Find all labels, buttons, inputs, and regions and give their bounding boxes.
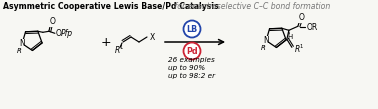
Text: Asymmetric Cooperative Lewis Base/Pd Catalysis: Asymmetric Cooperative Lewis Base/Pd Cat… <box>3 2 219 11</box>
Text: LB: LB <box>186 25 198 33</box>
Text: N: N <box>19 39 25 48</box>
Text: O: O <box>56 29 62 38</box>
Text: R$^{1}$: R$^{1}$ <box>294 43 304 55</box>
Text: up to 90%: up to 90% <box>168 65 205 71</box>
Text: X: X <box>150 32 155 42</box>
Text: R: R <box>17 48 22 54</box>
Text: R: R <box>261 45 266 51</box>
Text: Pd: Pd <box>186 47 198 55</box>
Text: O: O <box>299 13 304 22</box>
Text: O: O <box>50 17 55 26</box>
Text: up to 98:2 er: up to 98:2 er <box>168 73 215 79</box>
Circle shape <box>183 43 200 60</box>
Text: +: + <box>101 36 111 49</box>
Text: H: H <box>287 34 293 40</box>
Text: Pfp: Pfp <box>60 29 73 38</box>
Text: 26 examples: 26 examples <box>168 57 215 63</box>
Text: for enantioselective C–C bond formation: for enantioselective C–C bond formation <box>172 2 330 11</box>
Circle shape <box>183 20 200 37</box>
Text: R$^{1}$: R$^{1}$ <box>114 44 124 56</box>
Text: N: N <box>263 36 269 45</box>
Text: OR: OR <box>307 23 318 32</box>
